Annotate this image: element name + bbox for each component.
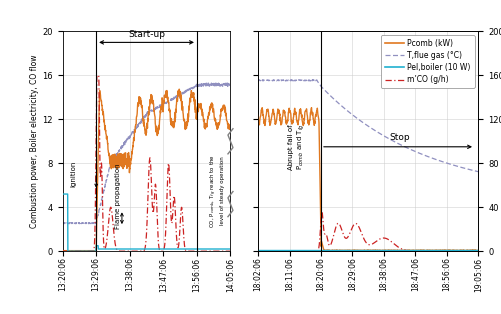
Legend: Pcomb (kW), T,flue gas (°C), Pel,boiler (10 W), m’CO (g/h): Pcomb (kW), T,flue gas (°C), Pel,boiler … xyxy=(381,35,474,88)
Text: Start-up: Start-up xyxy=(128,30,165,39)
Y-axis label: Combustion power, Boiler electricity, CO flow: Combustion power, Boiler electricity, CO… xyxy=(31,55,40,228)
Text: Stop: Stop xyxy=(389,133,410,143)
Text: Flame propagation: Flame propagation xyxy=(115,164,121,229)
Text: Abrupt fall of
P$_{comb}$ and T$_{fg}$: Abrupt fall of P$_{comb}$ and T$_{fg}$ xyxy=(289,123,308,170)
Text: CO, P$_{comb}$, T$_{fg}$ reach to the
level of steady operation: CO, P$_{comb}$, T$_{fg}$ reach to the le… xyxy=(209,154,225,228)
Text: Ignition: Ignition xyxy=(71,161,77,187)
